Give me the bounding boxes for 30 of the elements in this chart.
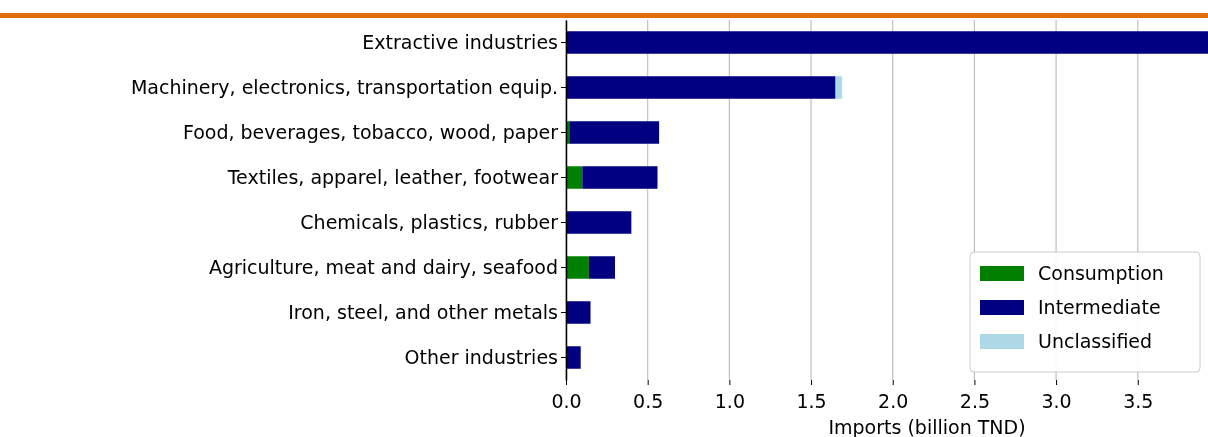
y-tick-label: Other industries [404, 345, 558, 368]
y-tick-label: Extractive industries [362, 30, 558, 53]
bar [566, 256, 589, 279]
bar [835, 76, 843, 99]
y-tick-label: Agriculture, meat and dairy, seafood [208, 255, 558, 278]
x-tick-label: 0.0 [551, 389, 582, 412]
bar [566, 301, 591, 324]
x-tick-label: 3.0 [1041, 389, 1072, 412]
legend-label: Intermediate [1038, 296, 1161, 318]
legend-label: Unclassified [1038, 330, 1153, 352]
bar [566, 76, 836, 99]
y-tick-label: Textiles, apparel, leather, footwear [226, 165, 559, 188]
bar [566, 166, 583, 189]
y-tick-label: Machinery, electronics, transportation equip. [130, 75, 558, 98]
y-tick-label: Food, beverages, tobacco, wood, paper [182, 120, 559, 143]
x-tick-label: 3.5 [1123, 389, 1154, 412]
bar [566, 31, 1208, 54]
bar [588, 256, 616, 279]
x-tick-label: 1.5 [796, 389, 827, 412]
bar [566, 346, 581, 369]
x-tick-label: 1.0 [714, 389, 745, 412]
x-tick-label: 0.5 [633, 389, 664, 412]
bar [582, 166, 658, 189]
x-tick-label: 2.5 [959, 389, 991, 412]
bar [569, 121, 660, 144]
y-tick-label: Iron, steel, and other metals [288, 300, 558, 323]
bar [566, 211, 632, 234]
x-tick-label: 2.0 [878, 389, 909, 412]
y-tick-label: Chemicals, plastics, rubber [300, 210, 559, 233]
legend-label: Consumption [1038, 262, 1164, 284]
